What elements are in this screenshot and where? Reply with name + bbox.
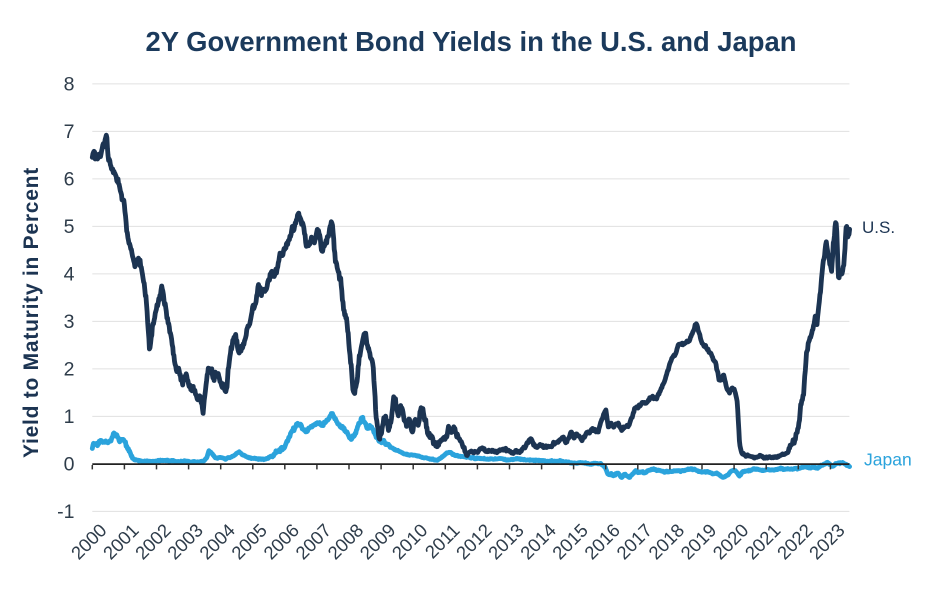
svg-text:2016: 2016 bbox=[580, 519, 624, 563]
svg-text:Yield to Maturity in Percent: Yield to Maturity in Percent bbox=[20, 167, 43, 458]
svg-text:2023: 2023 bbox=[805, 519, 849, 563]
svg-text:2007: 2007 bbox=[291, 519, 335, 563]
svg-text:4: 4 bbox=[64, 264, 75, 286]
svg-text:2011: 2011 bbox=[421, 519, 464, 562]
svg-text:6: 6 bbox=[64, 169, 75, 191]
svg-text:2021: 2021 bbox=[741, 519, 785, 563]
svg-text:2020: 2020 bbox=[708, 519, 752, 563]
svg-text:-1: -1 bbox=[57, 501, 74, 523]
svg-text:2009: 2009 bbox=[355, 519, 399, 563]
svg-text:2022: 2022 bbox=[773, 519, 817, 563]
svg-text:2010: 2010 bbox=[388, 519, 432, 563]
svg-text:2006: 2006 bbox=[259, 519, 303, 563]
svg-text:2017: 2017 bbox=[612, 519, 656, 563]
svg-text:2005: 2005 bbox=[227, 519, 271, 563]
svg-text:2Y Government Bond Yields in t: 2Y Government Bond Yields in the U.S. an… bbox=[146, 26, 797, 57]
svg-text:2003: 2003 bbox=[163, 519, 207, 563]
svg-text:2008: 2008 bbox=[323, 519, 367, 563]
svg-text:2018: 2018 bbox=[644, 519, 688, 563]
svg-text:2012: 2012 bbox=[452, 519, 496, 563]
svg-text:0: 0 bbox=[64, 454, 75, 476]
svg-text:2004: 2004 bbox=[195, 519, 239, 563]
svg-text:5: 5 bbox=[64, 216, 75, 238]
svg-text:1: 1 bbox=[64, 406, 75, 428]
svg-text:U.S.: U.S. bbox=[862, 218, 895, 237]
svg-text:2002: 2002 bbox=[131, 519, 175, 563]
svg-text:2014: 2014 bbox=[516, 519, 560, 563]
svg-text:7: 7 bbox=[64, 121, 75, 143]
svg-text:8: 8 bbox=[64, 74, 75, 96]
svg-text:Japan: Japan bbox=[864, 450, 912, 470]
svg-text:3: 3 bbox=[64, 311, 75, 333]
svg-text:2015: 2015 bbox=[548, 519, 592, 563]
svg-text:2: 2 bbox=[64, 359, 75, 381]
svg-text:2019: 2019 bbox=[676, 519, 720, 563]
svg-text:2013: 2013 bbox=[484, 519, 528, 563]
svg-text:2000: 2000 bbox=[67, 519, 111, 563]
svg-text:2001: 2001 bbox=[99, 519, 143, 563]
